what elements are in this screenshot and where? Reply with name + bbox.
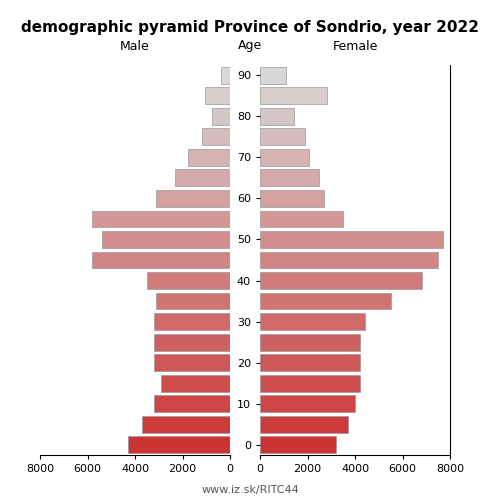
Bar — [154, 334, 230, 350]
Bar — [260, 334, 360, 350]
Bar — [154, 396, 230, 412]
Text: www.iz.sk/RITC44: www.iz.sk/RITC44 — [201, 485, 299, 495]
Bar — [260, 210, 343, 228]
Bar — [205, 88, 230, 104]
Bar — [221, 67, 230, 84]
Text: Male: Male — [120, 40, 150, 52]
Bar — [260, 149, 308, 166]
Bar — [260, 67, 286, 84]
Bar — [260, 170, 320, 186]
Bar — [260, 292, 390, 310]
Bar — [260, 88, 326, 104]
Bar — [260, 354, 360, 371]
Bar — [142, 416, 230, 432]
Bar — [260, 436, 336, 453]
Bar — [156, 292, 230, 310]
Bar — [212, 108, 230, 124]
Bar — [92, 252, 230, 268]
Bar — [260, 313, 364, 330]
Bar — [260, 108, 294, 124]
Bar — [260, 190, 324, 207]
Text: Age: Age — [238, 40, 262, 52]
Bar — [128, 436, 230, 453]
Bar — [176, 170, 230, 186]
Bar — [156, 190, 230, 207]
Bar — [260, 231, 443, 248]
Bar — [161, 374, 230, 392]
Bar — [147, 272, 230, 289]
Bar — [260, 374, 360, 392]
Bar — [260, 272, 422, 289]
Bar — [260, 252, 438, 268]
Bar — [154, 313, 230, 330]
Bar — [260, 416, 348, 432]
Text: demographic pyramid Province of Sondrio, year 2022: demographic pyramid Province of Sondrio,… — [21, 20, 479, 35]
Bar — [260, 396, 355, 412]
Bar — [260, 128, 305, 146]
Text: Female: Female — [332, 40, 378, 52]
Bar — [188, 149, 230, 166]
Bar — [92, 210, 230, 228]
Bar — [154, 354, 230, 371]
Bar — [202, 128, 230, 146]
Bar — [102, 231, 230, 248]
